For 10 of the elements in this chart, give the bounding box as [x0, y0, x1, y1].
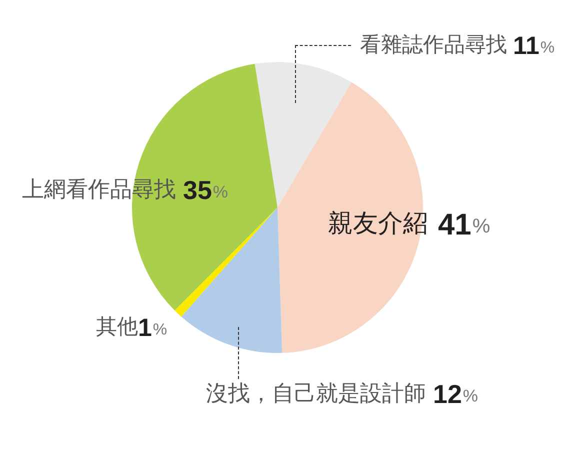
slice-label: 其他	[96, 314, 138, 338]
data-label: 41%	[438, 208, 490, 242]
slice-label: 親友介紹	[328, 208, 428, 238]
data-label: 1%	[138, 314, 168, 342]
data-label: 11%	[513, 32, 555, 60]
data-label: 35%	[183, 175, 228, 206]
slice-label: 看雜誌作品尋找	[360, 32, 507, 56]
slice-label: 沒找，自己就是設計師	[206, 382, 426, 407]
slice-label: 上網看作品尋找	[22, 178, 176, 203]
data-label: 12%	[433, 379, 478, 410]
